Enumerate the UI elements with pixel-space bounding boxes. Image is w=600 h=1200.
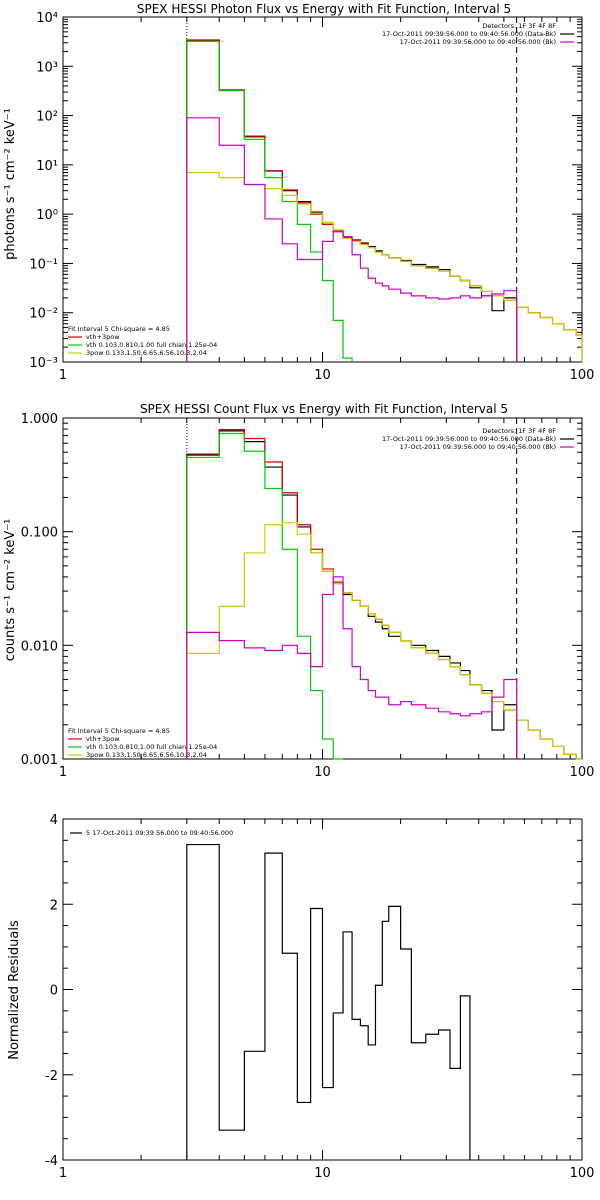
top-legend-entry: 17-Oct-2011 09:39:56.000 to 09:40:56.000… [400, 38, 556, 46]
count-flux-panel: SPEX HESSI Count Flux vs Energy with Fit… [3, 402, 594, 780]
top-legend-entry: 17-Oct-2011 09:39:56.000 to 09:40:56.000… [400, 443, 556, 451]
series-3pow-line [186, 171, 583, 362]
y-tick-label: 0.100 [21, 526, 58, 541]
series-vth-line [186, 432, 344, 760]
series-bk-line [186, 576, 518, 759]
y-tick-label: 10⁰ [36, 208, 58, 223]
y-tick-label: 10⁻¹ [29, 257, 58, 272]
x-tick-label: 10 [314, 1166, 331, 1181]
y-tick-label: 10³ [36, 60, 58, 75]
x-tick-label: 100 [570, 1166, 595, 1181]
x-tick-label: 10 [314, 765, 331, 780]
bottom-legend-entry: vth 0.103,0.810,1.00 full chian 1.25e-04 [86, 341, 217, 349]
bottom-legend-entry: 3pow 0.133,1.50,6.65,6.56,10.3,2.04 [86, 349, 207, 357]
y-tick-label: 0.001 [21, 753, 58, 768]
y-tick-label: 10⁻² [29, 307, 58, 322]
y-tick-label: 0.010 [21, 639, 58, 654]
x-tick-label: 100 [570, 368, 595, 383]
y-tick-label: 10² [36, 110, 58, 125]
series-vth-3pow-line [186, 429, 582, 760]
count-flux-ylabel: counts s⁻¹ cm⁻² keV⁻¹ [3, 519, 18, 662]
series-vth-line [186, 40, 353, 362]
residuals-legend-entry: 5 17-Oct-2011 09:39:56.000 to 09:40:56.0… [86, 829, 233, 837]
residuals-plot: 1 10 100 -4 -2 0 2 4 5 17-Oct-2011 09:39:56.000 … [45, 813, 594, 1181]
bottom-legend-entry: vth+3pow [86, 735, 120, 743]
photon-flux-plot: 1 10 100 10⁻³ 10⁻² 10⁻¹ 10⁰ 10¹ 10² 10³ 10⁴ Detecto… [29, 11, 594, 383]
series-vth-3pow-line [186, 40, 583, 362]
y-tick-label: 10⁴ [36, 11, 58, 26]
residuals-panel: Normalized Residuals 1 10 100 -4 -2 0 2 4 5 17-O… [7, 813, 594, 1181]
photon-flux-ylabel: photons s⁻¹ cm⁻² keV⁻¹ [3, 108, 18, 260]
photon-flux-panel: SPEX HESSI Photon Flux vs Energy with Fi… [3, 2, 594, 383]
residuals-ylabel: Normalized Residuals [7, 920, 22, 1060]
y-tick-label: -4 [45, 1154, 58, 1169]
y-tick-label: 10⁻³ [29, 356, 58, 371]
bottom-legend-entry: vth+3pow [86, 333, 120, 341]
top-legend-entry: 17-Oct-2011 09:39:56.000 to 09:40:56.000… [382, 30, 556, 38]
count-flux-title: SPEX HESSI Count Flux vs Energy with Fit… [140, 402, 508, 416]
y-tick-label: 4 [50, 813, 58, 828]
series-5-17-oct-2011-09-39-56-000-to-09-40-56-000-line [186, 843, 471, 1160]
bottom-legend-entry: Fit Interval 5 Chi-square = 4.85 [68, 325, 170, 333]
y-tick-label: -2 [45, 1069, 58, 1084]
x-tick-label: 1 [59, 765, 67, 780]
series-3pow-line [186, 522, 582, 760]
x-tick-label: 1 [59, 1166, 67, 1181]
bottom-legend-entry: Fit Interval 5 Chi-square = 4.85 [68, 727, 170, 735]
top-legend-entry: Detectors: 1F 3F 4F 8F [482, 427, 556, 435]
count-flux-plot: 1 10 100 0.001 0.010 0.100 1.000 Detectors: 1F … [21, 412, 595, 780]
x-tick-label: 10 [314, 368, 331, 383]
y-tick-label: 0 [50, 984, 58, 999]
photon-flux-title: SPEX HESSI Photon Flux vs Energy with Fi… [137, 2, 511, 16]
series-bk-line [186, 117, 518, 362]
y-tick-label: 2 [50, 898, 58, 913]
bottom-legend-entry: 3pow 0.133,1.50,6.65,6.56,10.3,2.04 [86, 751, 207, 759]
series-data-bk-line [186, 39, 518, 362]
x-tick-label: 100 [570, 765, 595, 780]
top-legend-entry: 17-Oct-2011 09:39:56.000 to 09:40:56.000… [382, 435, 556, 443]
top-legend-entry: Detectors: 1F 3F 4F 8F [482, 22, 556, 30]
y-tick-label: 10¹ [36, 159, 58, 174]
y-tick-label: 1.000 [21, 412, 58, 427]
bottom-legend-entry: vth 0.103,0.810,1.00 full chian 1.25e-04 [86, 743, 217, 751]
x-tick-label: 1 [59, 368, 67, 383]
